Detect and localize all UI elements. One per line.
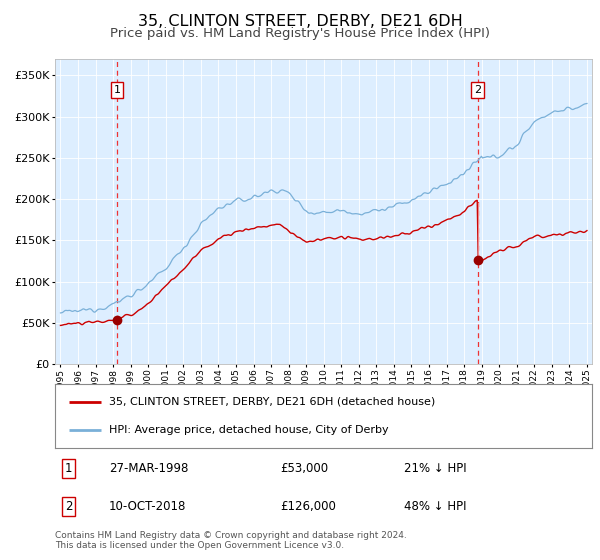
Text: 27-MAR-1998: 27-MAR-1998 <box>109 462 188 475</box>
Text: 48% ↓ HPI: 48% ↓ HPI <box>404 500 467 513</box>
Text: 1: 1 <box>65 462 73 475</box>
Text: £126,000: £126,000 <box>281 500 337 513</box>
Text: 35, CLINTON STREET, DERBY, DE21 6DH (detached house): 35, CLINTON STREET, DERBY, DE21 6DH (det… <box>109 396 435 407</box>
Text: 21% ↓ HPI: 21% ↓ HPI <box>404 462 467 475</box>
Text: Contains HM Land Registry data © Crown copyright and database right 2024.
This d: Contains HM Land Registry data © Crown c… <box>55 531 407 550</box>
Text: £53,000: £53,000 <box>281 462 329 475</box>
Text: HPI: Average price, detached house, City of Derby: HPI: Average price, detached house, City… <box>109 425 389 435</box>
Text: 2: 2 <box>474 85 481 95</box>
Text: Price paid vs. HM Land Registry's House Price Index (HPI): Price paid vs. HM Land Registry's House … <box>110 27 490 40</box>
Text: 10-OCT-2018: 10-OCT-2018 <box>109 500 186 513</box>
Text: 1: 1 <box>113 85 121 95</box>
Text: 35, CLINTON STREET, DERBY, DE21 6DH: 35, CLINTON STREET, DERBY, DE21 6DH <box>137 14 463 29</box>
Text: 2: 2 <box>65 500 73 513</box>
